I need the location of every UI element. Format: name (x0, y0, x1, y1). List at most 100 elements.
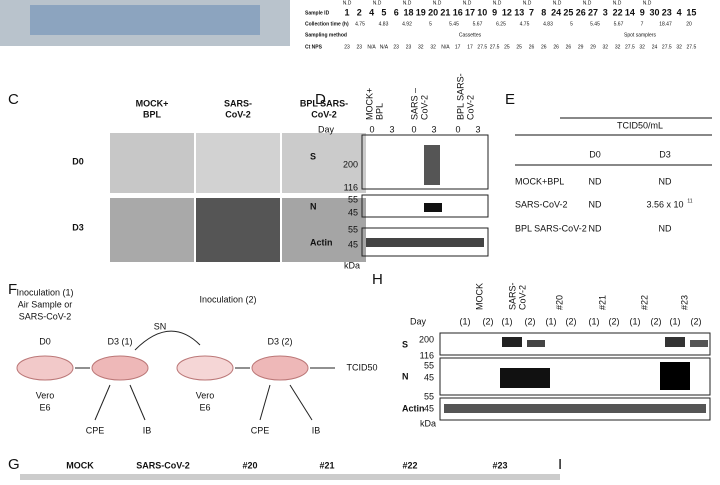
nd-label: N.D (613, 0, 622, 6)
collection-time: 5 (429, 21, 432, 27)
cell-line: E6 (39, 402, 50, 412)
column-header: SARS-CoV-2 (136, 460, 190, 470)
day: 3 (389, 124, 394, 134)
micrograph (196, 133, 280, 193)
nd-label: N.D (553, 0, 562, 6)
collection-time: 18.47 (659, 21, 672, 27)
collection-time: 5.45 (449, 21, 459, 27)
ct-value: 23 (406, 44, 412, 50)
sample-id: 21 (440, 7, 450, 17)
unit: kDa (420, 418, 436, 428)
day: (2) (566, 316, 577, 326)
day: 0 (369, 124, 374, 134)
sample-id: 8 (541, 7, 546, 17)
ct-value: 23 (344, 44, 350, 50)
collection-time: 5 (570, 21, 573, 27)
blot-label: Actin (310, 237, 333, 247)
ct-value: N/A (441, 44, 450, 50)
stage: D0 (39, 336, 51, 346)
day: 3 (475, 124, 480, 134)
ct-value: 27.5 (477, 44, 487, 50)
cell-line: Vero (36, 390, 55, 400)
column-header: MOCK+ (364, 88, 374, 120)
ladder: 45 (348, 207, 358, 217)
ct-value: 32 (639, 44, 645, 50)
sample-id: 16 (453, 7, 463, 17)
sample-id: 10 (477, 7, 487, 17)
sample-id: 20 (428, 7, 438, 17)
column-header: CoV-2 (465, 95, 475, 120)
day: 3 (431, 124, 436, 134)
inoculation: Air Sample or (18, 299, 73, 309)
sample-id: 18 (403, 7, 413, 17)
micrograph (282, 133, 366, 193)
row-label: Collection time (h) (305, 21, 349, 27)
ct-value: 32 (430, 44, 436, 50)
day: 0 (455, 124, 460, 134)
column-header: MOCK (66, 460, 94, 470)
column-header: #23 (492, 460, 507, 470)
panel-label: F (8, 281, 17, 298)
sample-id: 17 (465, 7, 475, 17)
ct-value: N/A (380, 44, 389, 50)
day-label: Day (318, 124, 335, 134)
blot-label: N (310, 201, 317, 211)
inoculation: Inoculation (1) (16, 287, 73, 297)
collection-time: 20 (686, 21, 692, 27)
stage: D3 (2) (267, 336, 292, 346)
ct-value: 32 (603, 44, 609, 50)
collection-time: 5.67 (473, 21, 483, 27)
column-header: CoV-2 (311, 109, 337, 119)
row-label: D3 (72, 222, 84, 232)
nd-label: N.D (343, 0, 352, 6)
stage: D3 (1) (107, 336, 132, 346)
column-header: BPL (374, 103, 384, 120)
column-header: D3 (659, 149, 671, 159)
unit: kDa (344, 260, 360, 270)
ladder: 200 (419, 334, 434, 344)
column-header: CoV-2 (517, 285, 527, 310)
sample-id: 15 (686, 7, 696, 17)
photo-bed (30, 5, 260, 35)
ct-value: 32 (676, 44, 682, 50)
ladder: 45 (424, 403, 434, 413)
row-label: Sampling method (305, 32, 347, 38)
sample-id: 30 (649, 7, 659, 17)
column-header: CoV-2 (419, 95, 429, 120)
row-label: BPL SARS-CoV-2 (515, 223, 587, 233)
collection-time: 4.92 (402, 21, 412, 27)
row-label: SARS-CoV-2 (515, 199, 568, 209)
cell: ND (589, 223, 602, 233)
panel-label: G (8, 456, 20, 473)
blot-label: S (310, 151, 316, 161)
row-label: Ct NPS (305, 44, 323, 50)
sample-id: 12 (502, 7, 512, 17)
column-header: BPL (143, 109, 162, 119)
column-header: MOCK (474, 283, 484, 310)
sample-id: 23 (662, 7, 672, 17)
sample-id: 6 (394, 7, 399, 17)
day: (1) (546, 316, 557, 326)
column-header: #22 (639, 295, 649, 310)
exponent: 11 (687, 198, 692, 204)
collection-time: 5.67 (614, 21, 624, 27)
panel-label: C (8, 91, 19, 108)
nd-label: N.D (493, 0, 502, 6)
ladder: 55 (348, 224, 358, 234)
assay: CPE (251, 425, 270, 435)
ct-value: 26 (529, 44, 535, 50)
column-header: SARS- (507, 282, 517, 310)
assay: CPE (86, 425, 105, 435)
ladder: 116 (420, 350, 434, 360)
cell-line: Vero (196, 390, 215, 400)
column-header: BPL SARS- (455, 73, 465, 120)
ct-value: 26 (553, 44, 559, 50)
ct-value: 17 (467, 44, 473, 50)
column-header: SARS – (409, 88, 419, 120)
cell: ND (659, 223, 672, 233)
blot-label: Actin (402, 403, 425, 413)
ct-value: 29 (590, 44, 596, 50)
sample-id: 3 (603, 7, 608, 17)
column-header: #22 (402, 460, 417, 470)
ladder: 45 (424, 372, 434, 382)
